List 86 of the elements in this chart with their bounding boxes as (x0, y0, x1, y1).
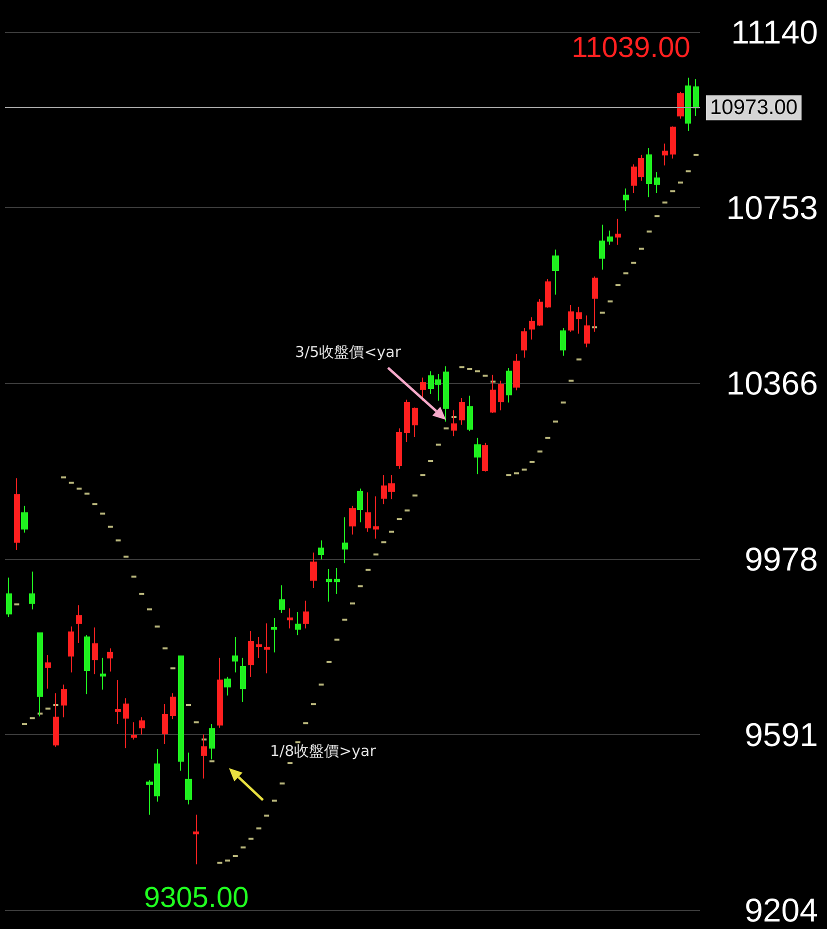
y-tick-label: 9591 (744, 716, 818, 753)
candlestick (170, 692, 176, 720)
candlestick (123, 698, 129, 749)
candlestick (459, 397, 465, 426)
candlestick (279, 584, 285, 614)
candlestick (232, 636, 238, 673)
candlestick (287, 608, 293, 629)
candlestick (529, 316, 535, 340)
annotation: 11039.00 (572, 32, 690, 64)
candlestick (467, 395, 473, 432)
candlestick (537, 298, 543, 326)
candlestick (568, 304, 574, 332)
candlestick (217, 657, 223, 728)
candlestick (334, 568, 340, 594)
candlestick (482, 442, 488, 472)
candlestick (693, 78, 699, 116)
candlestick (318, 540, 324, 560)
candlestick (506, 368, 512, 404)
candlestick (474, 437, 481, 475)
candlestick (100, 657, 106, 690)
candlestick (256, 636, 262, 658)
candlestick (420, 377, 426, 402)
candlestick (29, 571, 35, 610)
candlestick (107, 648, 113, 672)
y-tick-label: 11140 (731, 14, 818, 50)
candlestick (342, 516, 348, 564)
y-tick-label: 10366 (726, 364, 818, 402)
candlestick (303, 600, 309, 629)
candlestick (513, 353, 520, 391)
candlestick (139, 716, 145, 735)
candlestick (84, 634, 90, 695)
candlestick (68, 626, 74, 673)
candlestick (599, 224, 605, 270)
candlestick (271, 617, 277, 653)
candlestick (295, 612, 301, 636)
candlestick (115, 680, 121, 725)
candlestick (552, 249, 559, 296)
candlestick (396, 428, 402, 470)
candlestick (193, 814, 199, 865)
candlestick (412, 407, 418, 438)
candlestick (670, 126, 676, 160)
candlestick (92, 626, 98, 675)
candlestick (607, 230, 613, 246)
candlestick (326, 568, 332, 602)
candlestick (373, 496, 379, 540)
candlestick (14, 478, 20, 550)
candlestick (162, 704, 168, 745)
candlestick (264, 622, 270, 674)
candlestick (654, 172, 660, 194)
candlestick (584, 314, 590, 348)
candlestick (45, 654, 51, 690)
candlestick (576, 306, 582, 334)
candlestick (443, 366, 449, 422)
y-tick-label: 9978 (744, 540, 818, 578)
candlestick (498, 380, 504, 411)
candlestick (646, 148, 652, 198)
annotation: 3/5收盤價<yar (295, 342, 402, 361)
candlestick (6, 577, 12, 618)
annotation: 9305.00 (144, 882, 249, 914)
ref-line-label: 10973.00 (710, 96, 798, 120)
candlestick (248, 630, 254, 678)
candlestick (21, 505, 28, 534)
candlestick (615, 218, 621, 246)
y-tick-label: 9204 (744, 892, 818, 928)
candlestick (662, 143, 668, 166)
candlestick (357, 488, 363, 523)
candlestick (404, 399, 410, 442)
candlestick (310, 552, 317, 589)
candlestick (185, 752, 192, 805)
candlestick (61, 684, 67, 718)
candlestick (545, 278, 551, 308)
candlestick (685, 77, 691, 132)
candlestick (365, 492, 371, 532)
candlestick (209, 724, 215, 760)
candlestick (178, 656, 184, 772)
candlestick (131, 722, 137, 740)
y-tick-label: 10753 (726, 189, 818, 226)
candlestick (677, 91, 684, 120)
candlestick (521, 328, 527, 358)
candlestick (349, 505, 356, 535)
candlestick (224, 676, 231, 696)
candlestick (623, 188, 629, 212)
candlestick (76, 604, 82, 644)
annotation: 1/8收盤價>yar (270, 742, 377, 760)
candlestick (560, 328, 566, 356)
candlestick (240, 657, 246, 702)
